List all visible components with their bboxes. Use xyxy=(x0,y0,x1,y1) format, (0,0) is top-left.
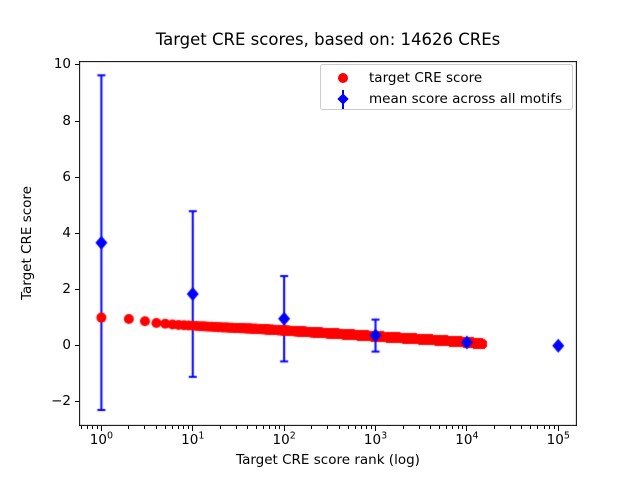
x-tick-label: 104 xyxy=(455,430,479,448)
x-minor-tick xyxy=(92,426,94,429)
x-minor-tick xyxy=(521,426,523,429)
x-tick-label: 102 xyxy=(272,430,296,448)
x-minor-tick xyxy=(128,426,130,429)
y-tick-label: 10 xyxy=(53,56,71,73)
x-minor-tick xyxy=(418,426,420,429)
x-axis-label: Target CRE score rank (log) xyxy=(236,452,420,468)
y-tick-label: 0 xyxy=(62,337,71,354)
x-minor-tick xyxy=(543,426,545,429)
x-minor-tick xyxy=(327,426,329,429)
x-tick-label: 100 xyxy=(89,430,113,448)
y-major-tick xyxy=(74,176,79,178)
x-minor-tick xyxy=(247,426,249,429)
red-circle-marker-icon xyxy=(329,67,357,88)
x-minor-tick xyxy=(366,426,368,429)
legend-entry-mean-score: mean score across all motifs xyxy=(329,89,566,111)
y-major-tick xyxy=(74,289,79,291)
legend: target CRE score mean score across all m… xyxy=(320,64,573,110)
y-major-tick xyxy=(74,232,79,234)
x-minor-tick xyxy=(509,426,511,429)
blue-diamond-errorbar-marker-icon xyxy=(329,89,357,110)
y-major-tick xyxy=(74,120,79,122)
x-major-tick xyxy=(192,426,194,431)
x-minor-tick xyxy=(354,426,356,429)
x-minor-tick xyxy=(438,426,440,429)
y-axis-label: Target CRE score xyxy=(19,186,35,300)
x-minor-tick xyxy=(263,426,265,429)
x-minor-tick xyxy=(360,426,362,429)
x-minor-tick xyxy=(274,426,276,429)
x-major-tick xyxy=(283,426,285,431)
x-minor-tick xyxy=(370,426,372,429)
x-minor-tick xyxy=(188,426,190,429)
x-minor-tick xyxy=(96,426,98,429)
x-minor-tick xyxy=(553,426,555,429)
x-minor-tick xyxy=(446,426,448,429)
y-major-tick xyxy=(74,345,79,347)
x-minor-tick xyxy=(183,426,185,429)
y-major-tick xyxy=(74,401,79,403)
x-minor-tick xyxy=(457,426,459,429)
y-major-tick xyxy=(74,64,79,66)
x-minor-tick xyxy=(452,426,454,429)
x-minor-tick xyxy=(178,426,180,429)
x-minor-tick xyxy=(462,426,464,429)
plot-area-canvas xyxy=(79,61,577,426)
x-minor-tick xyxy=(219,426,221,429)
legend-label: target CRE score xyxy=(369,69,483,86)
chart-title: Target CRE scores, based on: 14626 CREs xyxy=(155,30,501,49)
x-tick-label: 101 xyxy=(181,430,205,448)
x-major-tick xyxy=(466,426,468,431)
x-minor-tick xyxy=(530,426,532,429)
x-minor-tick xyxy=(80,426,82,429)
x-tick-label: 105 xyxy=(546,430,570,448)
x-minor-tick xyxy=(164,426,166,429)
x-tick-label: 103 xyxy=(363,430,388,448)
x-minor-tick xyxy=(155,426,157,429)
x-minor-tick xyxy=(347,426,349,429)
x-minor-tick xyxy=(144,426,146,429)
x-minor-tick xyxy=(338,426,340,429)
y-tick-label: −2 xyxy=(51,393,71,410)
x-minor-tick xyxy=(311,426,313,429)
x-minor-tick xyxy=(548,426,550,429)
y-tick-label: 8 xyxy=(62,112,71,129)
x-minor-tick xyxy=(235,426,237,429)
x-minor-tick xyxy=(86,426,88,429)
x-minor-tick xyxy=(402,426,404,429)
x-major-tick xyxy=(100,426,102,431)
y-tick-label: 2 xyxy=(62,281,71,298)
x-minor-tick xyxy=(430,426,432,429)
x-minor-tick xyxy=(493,426,495,429)
x-minor-tick xyxy=(269,426,271,429)
x-minor-tick xyxy=(279,426,281,429)
legend-entry-target-score: target CRE score xyxy=(329,67,566,89)
x-minor-tick xyxy=(256,426,258,429)
x-minor-tick xyxy=(171,426,173,429)
x-minor-tick xyxy=(537,426,539,429)
x-major-tick xyxy=(557,426,559,431)
y-tick-label: 6 xyxy=(62,168,71,185)
x-major-tick xyxy=(375,426,376,431)
legend-label: mean score across all motifs xyxy=(369,91,563,108)
y-tick-label: 4 xyxy=(62,224,71,241)
